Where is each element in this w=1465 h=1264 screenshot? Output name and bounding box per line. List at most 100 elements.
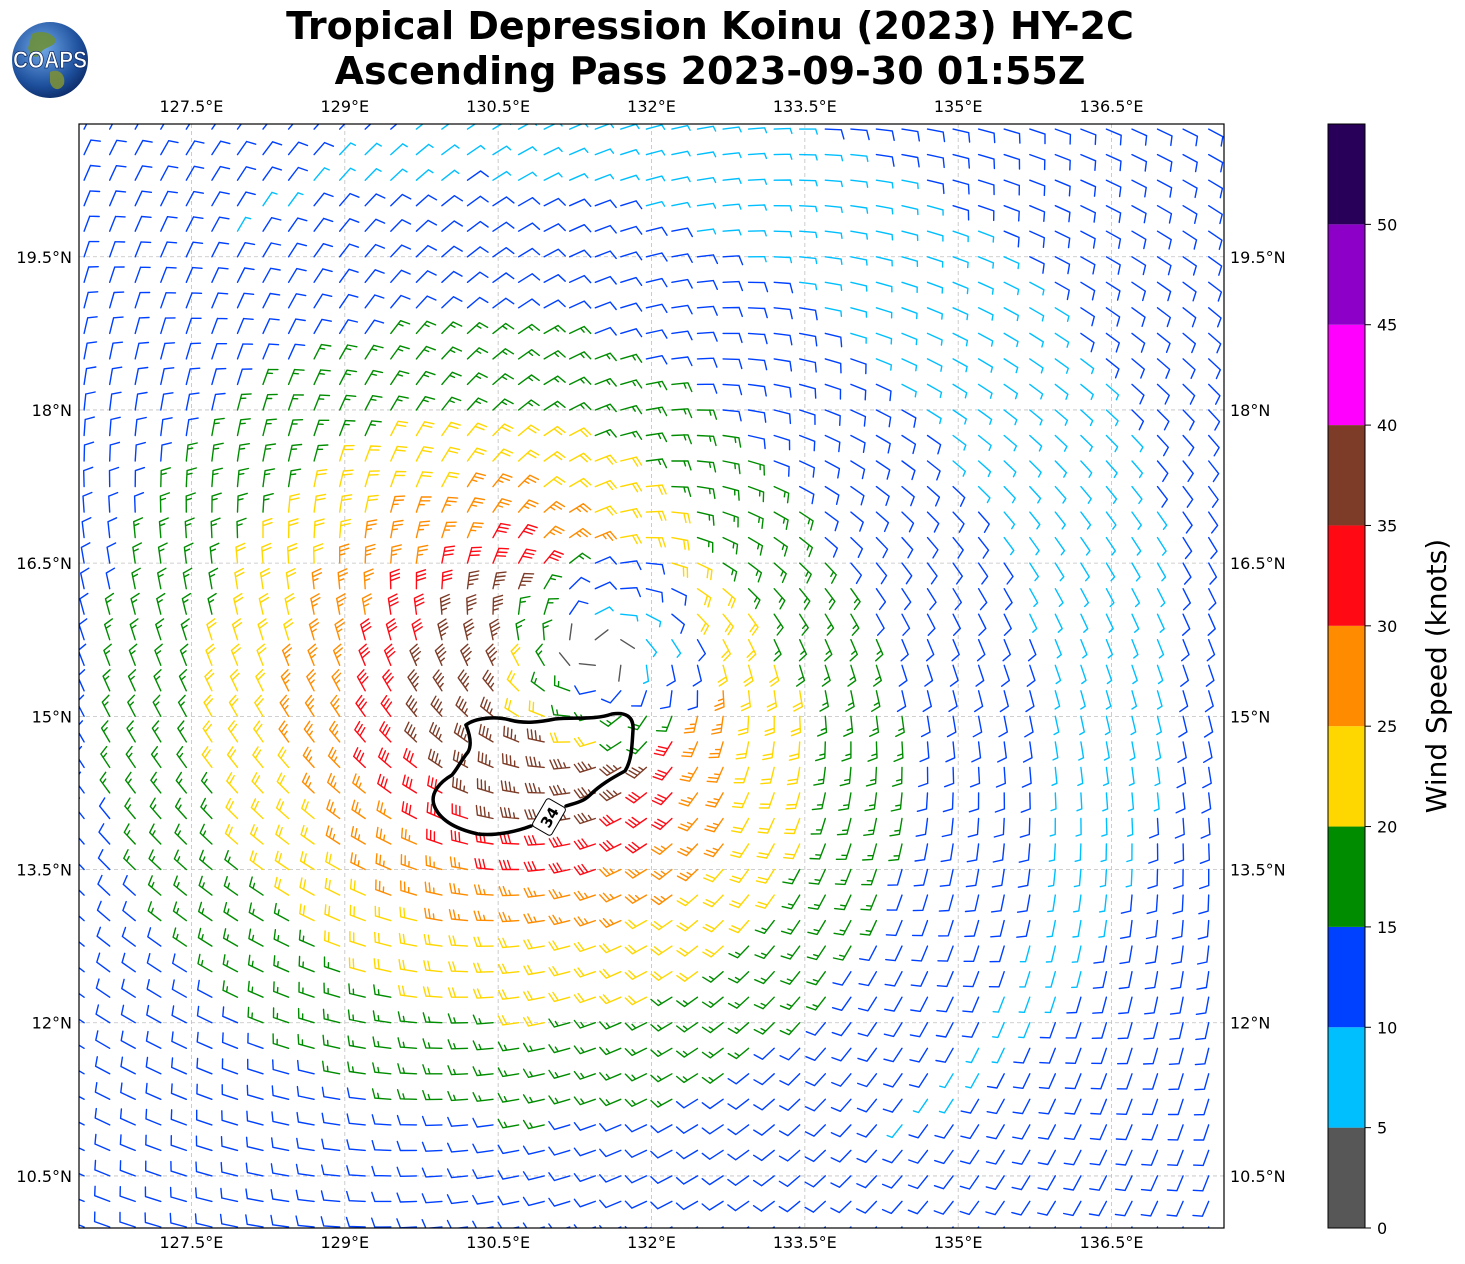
wind-barb (1049, 817, 1056, 837)
wind-barb (1018, 1022, 1031, 1039)
wind-barb (146, 979, 162, 998)
colorbar-frame (1327, 123, 1366, 1229)
wind-barb (1105, 613, 1114, 633)
wind-barb (952, 332, 969, 347)
wind-barb (447, 1065, 469, 1076)
wind-barb (100, 745, 111, 769)
wind-barb (599, 840, 622, 852)
wind-barb (94, 1133, 111, 1152)
wind-barb (1018, 996, 1031, 1013)
wind-barb (912, 1098, 929, 1114)
wind-barb (1169, 1022, 1184, 1040)
wind-barb (1167, 1124, 1184, 1141)
wind-barb (936, 971, 954, 988)
wind-barb (473, 884, 494, 896)
wind-barb (942, 792, 954, 813)
wind-barb (1177, 741, 1187, 763)
wind-barb (1044, 996, 1056, 1014)
wind-barb (799, 409, 816, 426)
wind-barb (992, 1022, 1005, 1039)
wind-barb (385, 618, 398, 641)
wind-barb (975, 664, 985, 687)
wind-barb (620, 353, 643, 363)
wind-barb (1054, 128, 1072, 145)
wind-barb (346, 1087, 366, 1100)
wind-barb (946, 715, 957, 738)
wind-barb (549, 758, 571, 770)
wind-barb (1029, 588, 1039, 608)
wind-barb (1208, 153, 1224, 173)
wind-barb (881, 1200, 903, 1215)
wind-barb (747, 332, 768, 345)
wind-barb (747, 613, 759, 636)
wind-barb (543, 400, 566, 411)
wind-barb (1003, 230, 1020, 248)
wind-barb (466, 497, 486, 513)
wind-barb (159, 492, 170, 513)
wind-barb (466, 570, 480, 590)
wind-barb (1011, 1175, 1031, 1191)
wind-barb (364, 319, 385, 335)
wind-barb (298, 929, 315, 947)
wind-barb (146, 1004, 162, 1024)
wind-barb (901, 383, 917, 398)
wind-barb (1208, 536, 1218, 560)
wind-barb (174, 797, 187, 820)
wind-barb (1012, 1073, 1031, 1089)
wind-barb (372, 1010, 392, 1024)
wind-barb (977, 179, 995, 196)
wind-barb (382, 669, 394, 692)
wind-barb (106, 542, 117, 564)
wind-barb (364, 494, 379, 513)
wind-barb (966, 843, 980, 863)
wind-barb (517, 171, 537, 181)
wind-barb (104, 592, 115, 615)
wind-barb (1148, 843, 1159, 864)
wind-barb (205, 643, 216, 666)
wind-barb (415, 544, 429, 564)
wind-barb (756, 843, 775, 859)
wind-barb (185, 342, 202, 360)
wind-barb (1019, 817, 1031, 838)
wind-barb (120, 1082, 136, 1100)
wind-barb (1054, 358, 1069, 374)
wind-barb (938, 1098, 954, 1114)
wind-barb (832, 971, 852, 986)
wind-barb (573, 1096, 596, 1106)
wind-barb (390, 294, 411, 309)
wind-barb (781, 894, 801, 910)
wind-barb (594, 581, 617, 590)
wind-barb (1167, 1098, 1184, 1116)
wind-barb (620, 534, 642, 545)
wind-barb (146, 953, 162, 973)
wind-barb (1208, 179, 1224, 199)
wind-barb (298, 955, 315, 973)
wind-barb (253, 720, 264, 743)
wind-barb (926, 383, 943, 399)
wind-barb (1048, 843, 1056, 862)
wind-barb (287, 217, 308, 232)
wind-barb (96, 900, 111, 922)
wind-barb (543, 223, 566, 232)
wind-barb (831, 1073, 852, 1087)
wind-barb (938, 919, 954, 937)
wind-barb (747, 256, 767, 263)
wind-barb (696, 460, 717, 473)
wind-barb (599, 943, 622, 954)
wind-barb (466, 144, 486, 156)
wind-barb (134, 466, 146, 488)
wind-barb (1173, 868, 1184, 890)
wind-barb (134, 190, 153, 207)
wind-barb (977, 460, 992, 478)
wind-barb (434, 643, 447, 666)
wind-barb (480, 696, 494, 717)
wind-barb (907, 1175, 929, 1190)
wind-barb (645, 124, 666, 130)
wind-barb (926, 588, 937, 611)
wind-barb (504, 697, 520, 717)
wind-barb (523, 835, 545, 846)
wind-barb (909, 1047, 929, 1063)
wind-barb (1077, 766, 1084, 787)
wind-barb (174, 823, 187, 845)
wind-barb (824, 434, 841, 453)
